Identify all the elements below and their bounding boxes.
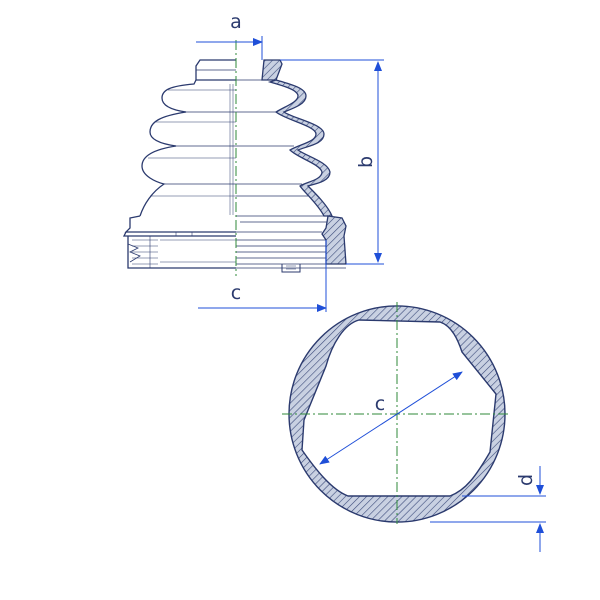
dimension-d: d xyxy=(430,466,546,552)
boot-side-view xyxy=(122,40,347,276)
dimension-b: b xyxy=(280,59,384,265)
dimension-c-side-label: c xyxy=(231,282,241,304)
dimension-c-side: c xyxy=(198,240,327,312)
dimension-c-section: c xyxy=(319,371,463,465)
boot-cross-section xyxy=(282,302,508,524)
dimension-c-section-label: c xyxy=(375,393,385,415)
dimension-a: a xyxy=(196,11,263,60)
boot-section-half xyxy=(236,59,347,273)
dimension-a-label: a xyxy=(230,11,242,33)
boot-exterior-half xyxy=(122,59,236,269)
dimension-d-label: d xyxy=(515,474,537,486)
dimension-b-label: b xyxy=(355,156,377,168)
